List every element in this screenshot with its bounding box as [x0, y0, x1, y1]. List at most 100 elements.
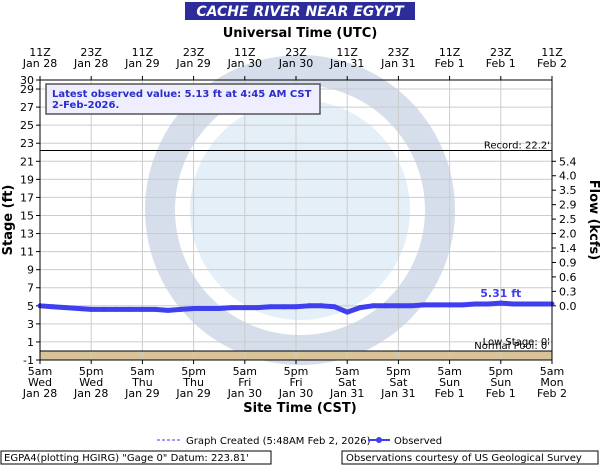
y2-tick-label: 2.0: [559, 228, 577, 241]
x-tick-label: 5am Sat Jan 31: [329, 365, 364, 400]
observed-point: [267, 304, 273, 310]
y-tick-label: 7: [27, 282, 34, 295]
observed-point: [88, 306, 94, 312]
normal-pool-label: Normal Pool: 0': [474, 341, 550, 352]
y-tick-label: 25: [20, 119, 34, 132]
top-x-tick-label: 11Z Jan 31: [329, 46, 364, 70]
y2-tick-label: 3.5: [559, 184, 577, 197]
x-tick-label: 5am Sun Feb 1: [435, 365, 465, 400]
watermark-ring: [145, 55, 455, 365]
y-tick-label: 21: [20, 155, 34, 168]
observed-point: [331, 304, 337, 310]
y-tick-label: 9: [27, 264, 34, 277]
observed-point: [472, 301, 478, 307]
top-x-tick-label: 23Z Jan 31: [380, 46, 415, 70]
x-tick-label: 5pm Sat Jan 31: [380, 365, 415, 400]
latest-line2: 2-Feb-2026.: [52, 100, 119, 111]
y-tick-label: 1: [27, 336, 34, 349]
y-tick-label: 17: [20, 191, 34, 204]
y-tick-label: 29: [20, 83, 34, 96]
observed-point: [498, 300, 504, 306]
y2-tick-label: 0.0: [559, 300, 577, 313]
observed-point: [421, 302, 427, 308]
top-x-tick-label: 11Z Jan 30: [227, 46, 262, 70]
observed-point: [447, 302, 453, 308]
legend: Graph Created (5:48AM Feb 2, 2026) Obser…: [157, 436, 442, 447]
y-tick-label: 15: [20, 209, 34, 222]
observed-point: [216, 306, 222, 312]
x-tick-label: 5pm Sun Feb 1: [486, 365, 516, 400]
observed-point: [165, 307, 171, 313]
observed-point: [127, 306, 133, 312]
top-x-tick-label: 23Z Jan 29: [175, 46, 210, 70]
observed-point: [319, 303, 325, 309]
y-tick-label: -1: [23, 354, 34, 367]
observed-point: [395, 303, 401, 309]
x-tick-label: 5pm Fri Jan 30: [278, 365, 313, 400]
top-x-tick-label: 23Z Jan 30: [278, 46, 313, 70]
top-x-tick-label: 11Z Feb 1: [435, 46, 465, 70]
y-tick-label: 27: [20, 101, 34, 114]
peak-label: 5.31 ft: [480, 287, 521, 300]
y-tick-label: 5: [27, 300, 34, 313]
footer-right-box: [341, 450, 599, 465]
observed-point: [523, 301, 529, 307]
observed-point: [255, 305, 261, 311]
y2-tick-label: 2.5: [559, 213, 577, 226]
observed-point: [383, 303, 389, 309]
y-tick-label: 13: [20, 228, 34, 241]
footer-left: EGPA4(plotting HGIRG) "Gage 0" Datum: 22…: [4, 453, 249, 464]
legend-observed-dot: [376, 437, 382, 443]
observed-point: [178, 306, 184, 312]
y2-tick-label: 1.4: [559, 242, 577, 255]
observed-point: [370, 303, 376, 309]
low-stage-label: Low Stage: 0': [483, 337, 550, 348]
y-tick-label: 23: [20, 137, 34, 150]
title-bar: [185, 2, 415, 20]
top-x-tick-label: 11Z Jan 29: [124, 46, 159, 70]
plot-frame: [39, 79, 553, 361]
top-x-tick-label: 23Z Jan 28: [73, 46, 108, 70]
observed-point: [63, 305, 69, 311]
y2-tick-label: 0.9: [559, 256, 577, 269]
top-x-tick-label: 23Z Feb 1: [486, 46, 516, 70]
observed-point: [357, 305, 363, 311]
observed-point: [114, 306, 120, 312]
top-axis-title: Universal Time (UTC): [223, 26, 378, 41]
x-tick-label: 5am Wed Jan 28: [22, 365, 57, 400]
y-tick-label: 11: [20, 246, 34, 259]
y2-tick-label: 2.9: [559, 199, 577, 212]
y2-tick-label: 4.0: [559, 170, 577, 183]
observed-point: [293, 304, 299, 310]
y2-tick-label: 5.4: [559, 155, 577, 168]
latest-line1: Latest observed value: 5.13 ft at 4:45 A…: [52, 89, 312, 100]
observed-point: [485, 301, 491, 307]
footer-right: Observations courtesy of US Geological S…: [346, 453, 582, 464]
observed-point: [280, 304, 286, 310]
x-axis-title: Site Time (CST): [243, 401, 356, 416]
latest-box-frame: [45, 83, 321, 115]
y2-axis-title: Flow (kcfs): [586, 180, 600, 260]
observed-point: [75, 306, 81, 312]
y2-tick-label: 0.6: [559, 271, 577, 284]
watermark-disc: [190, 100, 410, 320]
x-tick-label: 5am Thu Jan 29: [124, 365, 159, 400]
observed-point: [139, 306, 145, 312]
observed-point: [306, 303, 312, 309]
latest-box: Latest observed value: 5.13 ft at 4:45 A…: [45, 83, 321, 115]
observed-point: [50, 304, 56, 310]
observed-point: [203, 306, 209, 312]
record-label: Record: 22.2': [484, 140, 550, 151]
observed-point: [191, 306, 197, 312]
x-tick-label: 5am Mon Feb 2: [537, 365, 567, 400]
observed-point: [434, 302, 440, 308]
observed-point: [242, 305, 248, 311]
x-tick-label: 5am Fri Jan 30: [227, 365, 262, 400]
x-tick-label: 5pm Wed Jan 28: [73, 365, 108, 400]
legend-created: Graph Created (5:48AM Feb 2, 2026): [186, 436, 371, 447]
observed-point: [101, 306, 107, 312]
observed-point: [511, 301, 517, 307]
observed-point: [344, 309, 350, 315]
chart-title: CACHE RIVER NEAR EGYPT: [196, 4, 405, 20]
